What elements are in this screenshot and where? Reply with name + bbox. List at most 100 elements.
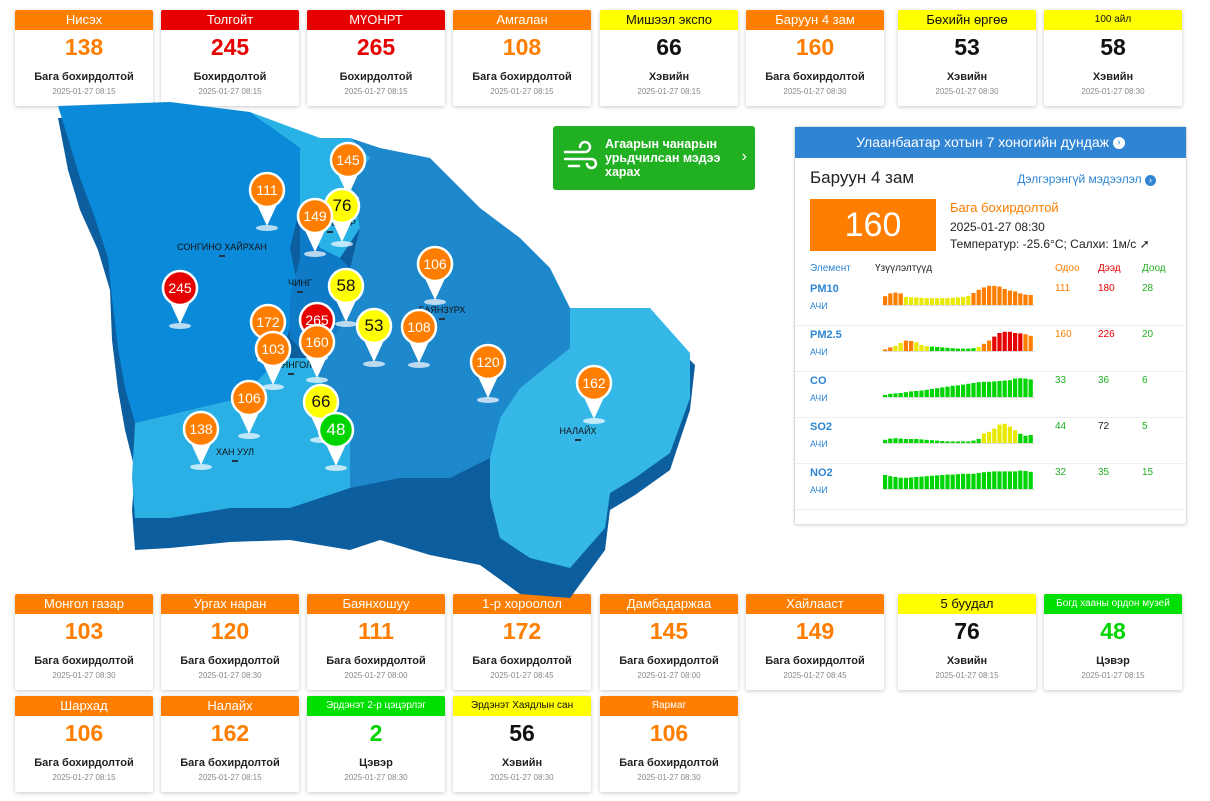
sparkline-bar [1007, 331, 1012, 351]
map-marker[interactable]: 103 [254, 330, 292, 390]
sparkline-bar [914, 391, 919, 397]
station-card[interactable]: Богд хааны ордон музей 48 Цэвэр 2025-01-27 … [1044, 594, 1182, 690]
station-card[interactable]: 100 айл 58 Хэвийн 2025-01-27 08:30 [1044, 10, 1182, 106]
district-marker-dot [327, 231, 333, 233]
weekly-average-link[interactable]: Улаанбаатар хотын 7 хоногийн дундаж › [795, 127, 1186, 158]
sparkline-bar [893, 345, 898, 351]
district-songinokhairkhan [58, 102, 300, 423]
pollutant-name[interactable]: CO [810, 375, 827, 387]
sparkline-bar [966, 348, 971, 351]
station-card[interactable]: МҮОНРТ 265 Бохирдолтой 2025-01-27 08:15 [307, 10, 445, 106]
station-card-status: Цэвэр [359, 757, 393, 769]
station-detail-panel: Улаанбаатар хотын 7 хоногийн дундаж › Ба… [794, 126, 1187, 525]
map-marker[interactable]: 160 [298, 323, 336, 383]
sparkline-bar [955, 297, 960, 305]
sparkline-bar [966, 295, 971, 305]
map-marker[interactable]: 106 [230, 379, 268, 439]
map-marker[interactable]: 245 [161, 269, 199, 329]
map-marker[interactable]: 53 [355, 307, 393, 367]
station-card[interactable]: Нисэх 138 Бага бохирдолтой 2025-01-27 08:15 [15, 10, 153, 106]
station-card[interactable]: Эрдэнэт 2-р цэцэрлэг 2 Цэвэр 2025-01-27 08:… [307, 696, 445, 792]
map-marker[interactable]: 106 [416, 245, 454, 305]
map-marker-value: 103 [261, 341, 285, 357]
station-card-name: Нисэх [15, 10, 153, 30]
station-card[interactable]: Хайлааст 149 Бага бохирдолтой 2025-01-27 08… [746, 594, 884, 690]
sparkline-bar [950, 474, 955, 489]
sparkline-bar [909, 477, 914, 489]
sparkline-bar [888, 393, 893, 397]
sparkline-bar [1023, 471, 1028, 489]
station-card[interactable]: Баянхошуу 111 Бага бохирдолтой 2025-01-27 0… [307, 594, 445, 690]
forecast-button[interactable]: Агаарын чанарын урьдчилсан мэдээ харах › [553, 126, 755, 190]
sparkline-bar [883, 349, 888, 351]
sparkline-bar [929, 346, 934, 351]
station-card-name: Шархад [15, 696, 153, 716]
sparkline-bar [929, 475, 934, 489]
sparkline-bar [1018, 378, 1023, 397]
station-card-status: Хэвийн [501, 757, 543, 769]
pollutant-name[interactable]: PM10 [810, 283, 839, 295]
sparkline-bar [883, 296, 888, 305]
station-card[interactable]: Ургах наран 120 Бага бохирдолтой 2025-01-27… [161, 594, 299, 690]
pollutant-min-value: 28 [1142, 283, 1154, 294]
station-card-status: Цэвэр [1096, 655, 1130, 667]
map-marker[interactable]: 111 [248, 171, 286, 231]
sparkline-bar [935, 388, 940, 397]
station-card[interactable]: Монгол газар 103 Бага бохирдолтой 2025-01-2… [15, 594, 153, 690]
map-marker[interactable]: 138 [182, 410, 220, 470]
map-marker[interactable]: 76 [323, 187, 361, 247]
pollutant-min-value: 6 [1142, 375, 1148, 386]
sparkline-bar [1028, 335, 1033, 351]
sparkline-bar [1013, 333, 1018, 351]
station-card[interactable]: Мишээл экспо 66 Хэвийн 2025-01-27 08:15 [600, 10, 738, 106]
pollutant-name[interactable]: NO2 [810, 467, 833, 479]
station-card[interactable]: Шархад 106 Бага бохирдолтой 2025-01-27 08:1… [15, 696, 153, 792]
district-bayanzurkh [310, 138, 570, 488]
station-card[interactable]: Бөхийн өргөө 53 Хэвийн 2025-01-27 08:30 [898, 10, 1036, 106]
map-marker[interactable]: 149 [296, 197, 334, 257]
station-card[interactable]: Дамбадаржаа 145 Бага бохирдолтой 2025-01-27… [600, 594, 738, 690]
station-card[interactable]: 1-р хороолол 172 Бага бохирдолтой 2025-01-2… [453, 594, 591, 690]
map-marker[interactable]: 58 [327, 267, 365, 327]
map-marker-value: 160 [305, 334, 329, 350]
sparkline-bar [898, 293, 903, 305]
pollutant-name[interactable]: SO2 [810, 421, 833, 433]
chevron-circle-icon: › [1145, 175, 1156, 186]
station-card-name: Монгол газар [15, 594, 153, 614]
map-marker[interactable]: 108 [400, 308, 438, 368]
station-card[interactable]: Яармаг 106 Бага бохирдолтой 2025-01-27 08:3… [600, 696, 738, 792]
station-card[interactable]: Толгойт 245 Бохирдолтой 2025-01-27 08:15 [161, 10, 299, 106]
map-marker[interactable]: 66 [302, 383, 340, 443]
station-card[interactable]: 5 буудал 76 Хэвийн 2025-01-27 08:15 [898, 594, 1036, 690]
map-marker[interactable]: 145 [329, 141, 367, 201]
map-marker[interactable]: 48 [317, 411, 355, 471]
station-card-time: 2025-01-27 08:30 [52, 671, 116, 680]
map-marker[interactable]: 162 [575, 364, 613, 424]
district-label: ХАН УУЛ [216, 447, 254, 457]
sparkline-bar [997, 424, 1002, 443]
station-card[interactable]: Амгалан 108 Бага бохирдолтой 2025-01-27 08:… [453, 10, 591, 106]
station-card-time: 2025-01-27 08:30 [344, 773, 408, 782]
sparkline-bar [1002, 331, 1007, 351]
district-nalaikh [490, 308, 690, 568]
station-card[interactable]: Эрдэнэт Хаядлын сан 56 Хэвийн 2025-01-27 08… [453, 696, 591, 792]
station-card-name: Эрдэнэт 2-р цэцэрлэг [307, 696, 445, 716]
station-card-value: 53 [954, 34, 980, 60]
sparkline-chart [883, 285, 1035, 306]
pollutant-name[interactable]: PM2.5 [810, 329, 842, 341]
sparkline-bar [903, 439, 908, 443]
pollutant-min-value: 20 [1142, 329, 1154, 340]
sparkline-bar [997, 471, 1002, 489]
pollutant-max-value: 226 [1098, 329, 1115, 340]
sparkline-bar [976, 289, 981, 305]
station-card-value: 2 [369, 720, 383, 746]
map-marker[interactable]: 120 [469, 343, 507, 403]
station-card-time: 2025-01-27 08:15 [1081, 671, 1145, 680]
station-card[interactable]: Баруун 4 зам 160 Бага бохирдолтой 2025-01-2… [746, 10, 884, 106]
station-card-name: Яармаг [600, 696, 738, 716]
more-info-link[interactable]: Дэлгэрэнгүй мэдээлэл › [1017, 172, 1156, 186]
station-card[interactable]: Налайх 162 Бага бохирдолтой 2025-01-27 08:1… [161, 696, 299, 792]
sparkline-bar [1007, 471, 1012, 489]
sparkline-chart [883, 470, 1035, 490]
sparkline-bar [966, 473, 971, 489]
